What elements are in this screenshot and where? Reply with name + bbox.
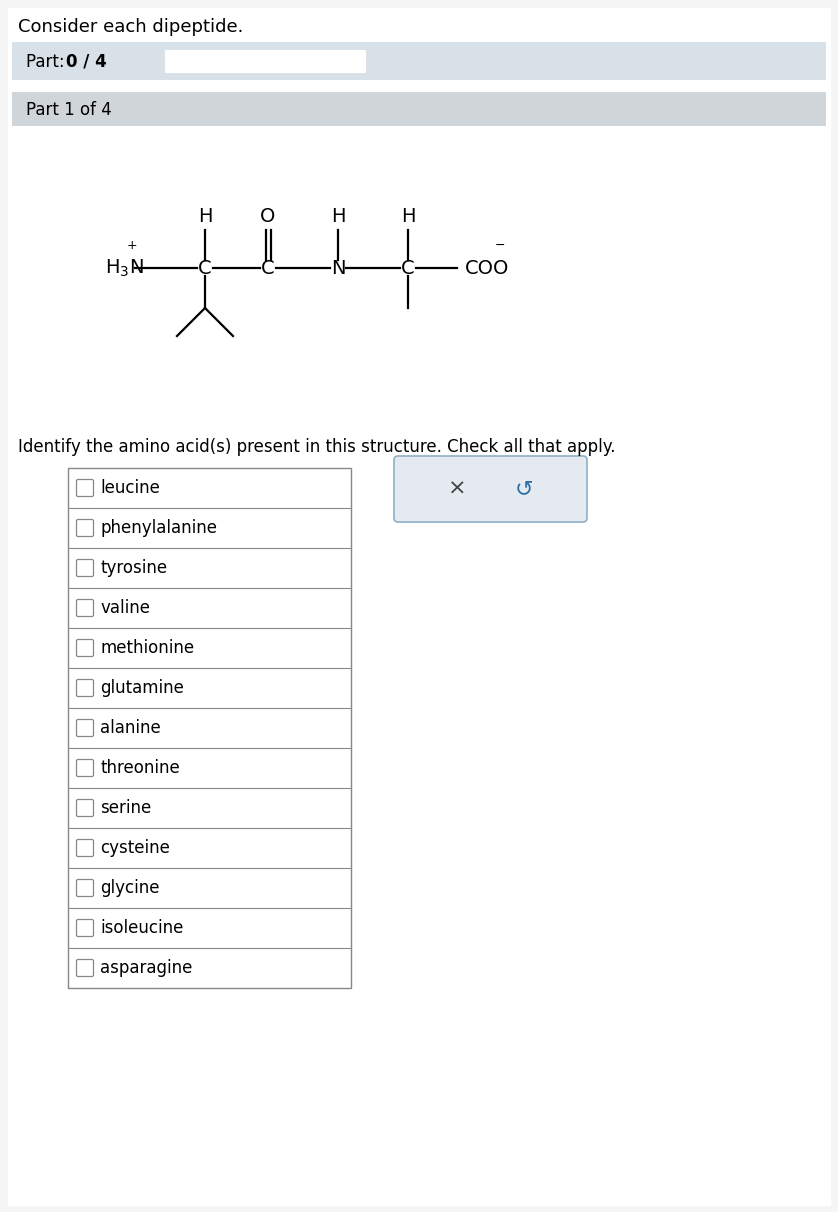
Bar (68, 468, 351, 988)
FancyBboxPatch shape (76, 800, 94, 817)
Text: phenylalanine: phenylalanine (100, 519, 217, 537)
FancyBboxPatch shape (76, 760, 94, 777)
Text: C: C (401, 258, 415, 278)
Bar (12, 92, 826, 126)
Text: COO: COO (465, 258, 510, 278)
Bar (12, 42, 826, 80)
Text: Identify the amino acid(s) present in this structure. Check all that apply.: Identify the amino acid(s) present in th… (18, 438, 615, 456)
Text: H: H (331, 207, 345, 225)
FancyBboxPatch shape (76, 680, 94, 697)
Text: asparagine: asparagine (100, 959, 193, 977)
Text: tyrosine: tyrosine (100, 559, 167, 577)
Text: cysteine: cysteine (100, 839, 170, 857)
FancyBboxPatch shape (76, 640, 94, 657)
Text: Part 1 of 4: Part 1 of 4 (26, 101, 111, 119)
FancyBboxPatch shape (76, 920, 94, 937)
Text: valine: valine (100, 599, 150, 617)
Text: +: + (127, 239, 137, 252)
Text: ↺: ↺ (515, 479, 533, 499)
Text: leucine: leucine (100, 479, 160, 497)
Bar (165, 50, 365, 72)
Text: H: H (401, 207, 416, 225)
Text: H: H (198, 207, 212, 225)
Text: 0 / 4: 0 / 4 (66, 53, 106, 72)
Text: C: C (261, 258, 275, 278)
Text: alanine: alanine (100, 719, 161, 737)
Text: glycine: glycine (100, 879, 159, 897)
FancyBboxPatch shape (76, 520, 94, 537)
FancyBboxPatch shape (76, 840, 94, 857)
Text: −: − (494, 239, 505, 252)
FancyBboxPatch shape (394, 456, 587, 522)
Text: serine: serine (100, 799, 151, 817)
Text: N: N (331, 258, 345, 278)
Text: methionine: methionine (100, 639, 194, 657)
Text: O: O (261, 207, 276, 225)
FancyBboxPatch shape (76, 560, 94, 577)
FancyBboxPatch shape (76, 880, 94, 897)
Text: glutamine: glutamine (100, 679, 184, 697)
Text: isoleucine: isoleucine (100, 919, 184, 937)
Text: threonine: threonine (100, 759, 179, 777)
Text: H$_3$N: H$_3$N (105, 257, 143, 279)
Text: Consider each dipeptide.: Consider each dipeptide. (18, 18, 243, 36)
FancyBboxPatch shape (76, 480, 94, 497)
Text: Part:: Part: (26, 53, 70, 72)
FancyBboxPatch shape (76, 960, 94, 977)
FancyBboxPatch shape (76, 600, 94, 617)
Text: C: C (199, 258, 212, 278)
Text: ×: × (447, 479, 467, 499)
FancyBboxPatch shape (76, 720, 94, 737)
